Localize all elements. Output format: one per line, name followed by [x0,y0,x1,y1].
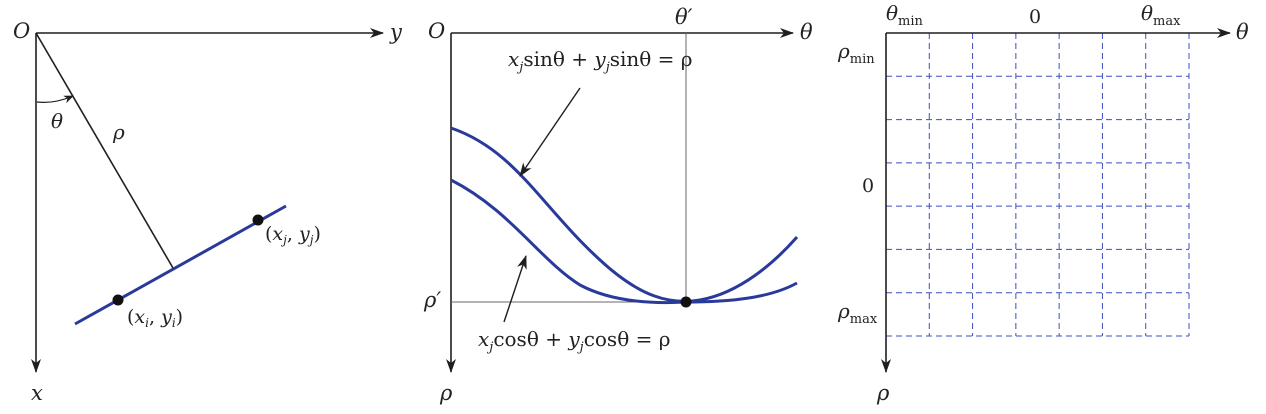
intersection-point [680,296,692,308]
rho-max-label: ρmax [837,299,878,327]
cos-curve [450,178,798,305]
theta-prime-label: θ′ [675,5,693,29]
panel-image-space: O y x θ ρ (xi, yi) (xj, yj) [13,19,403,405]
theta-arc-arrow [36,95,74,104]
point-j-label: (xj, yj) [265,223,321,247]
rho-zero-label: 0 [862,175,874,197]
sin-curve [450,126,799,303]
image-line [74,204,287,326]
point-i [112,294,124,306]
rho-axis-label-3: ρ [876,381,890,405]
origin-label-2: O [428,19,445,43]
origin-label: O [13,19,30,43]
theta-axis-label-3: θ [1236,20,1249,44]
theta-axis-label: θ [800,20,813,44]
cos-equation-pointer [503,255,527,323]
point-i-label: (xi, yi) [127,306,183,330]
panel-accumulator-grid: θ ρ θmin 0 θmax ρmin 0 ρmax [837,1,1249,405]
theta-label: θ [51,109,63,133]
normal-rho-segment [35,32,174,269]
x-axis-label: x [31,381,43,405]
theta-max-label: θmax [1141,1,1181,29]
panel-parameter-curves: O θ ρ θ′ ρ′ xjsinθ + yjsinθ = ρ xjcosθ +… [423,5,813,405]
theta-min-label: θmin [886,1,924,29]
rho-prime-label: ρ′ [423,288,441,312]
point-j [252,214,264,226]
sin-equation-label: xjsinθ + yjsinθ = ρ [508,47,693,75]
rho-min-label: ρmin [837,39,875,67]
y-axis-label: y [389,20,403,44]
rho-label: ρ [112,120,125,144]
sin-equation-pointer [519,87,581,177]
accumulator-grid [886,33,1190,337]
cos-equation-label: xjcosθ + yjcosθ = ρ [478,327,670,355]
rho-axis-label: ρ [439,381,453,405]
theta-zero-label: 0 [1029,6,1041,28]
